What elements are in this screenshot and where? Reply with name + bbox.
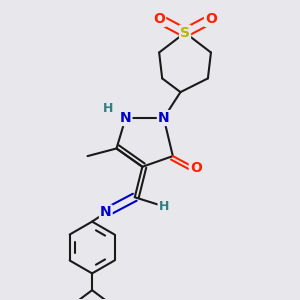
Text: H: H <box>158 200 169 213</box>
Text: O: O <box>153 12 165 26</box>
Text: N: N <box>158 111 170 125</box>
Text: O: O <box>205 12 217 26</box>
Text: N: N <box>120 111 131 125</box>
Text: S: S <box>180 26 190 40</box>
Text: H: H <box>103 102 113 116</box>
Text: O: O <box>190 161 202 175</box>
Text: N: N <box>100 206 112 220</box>
